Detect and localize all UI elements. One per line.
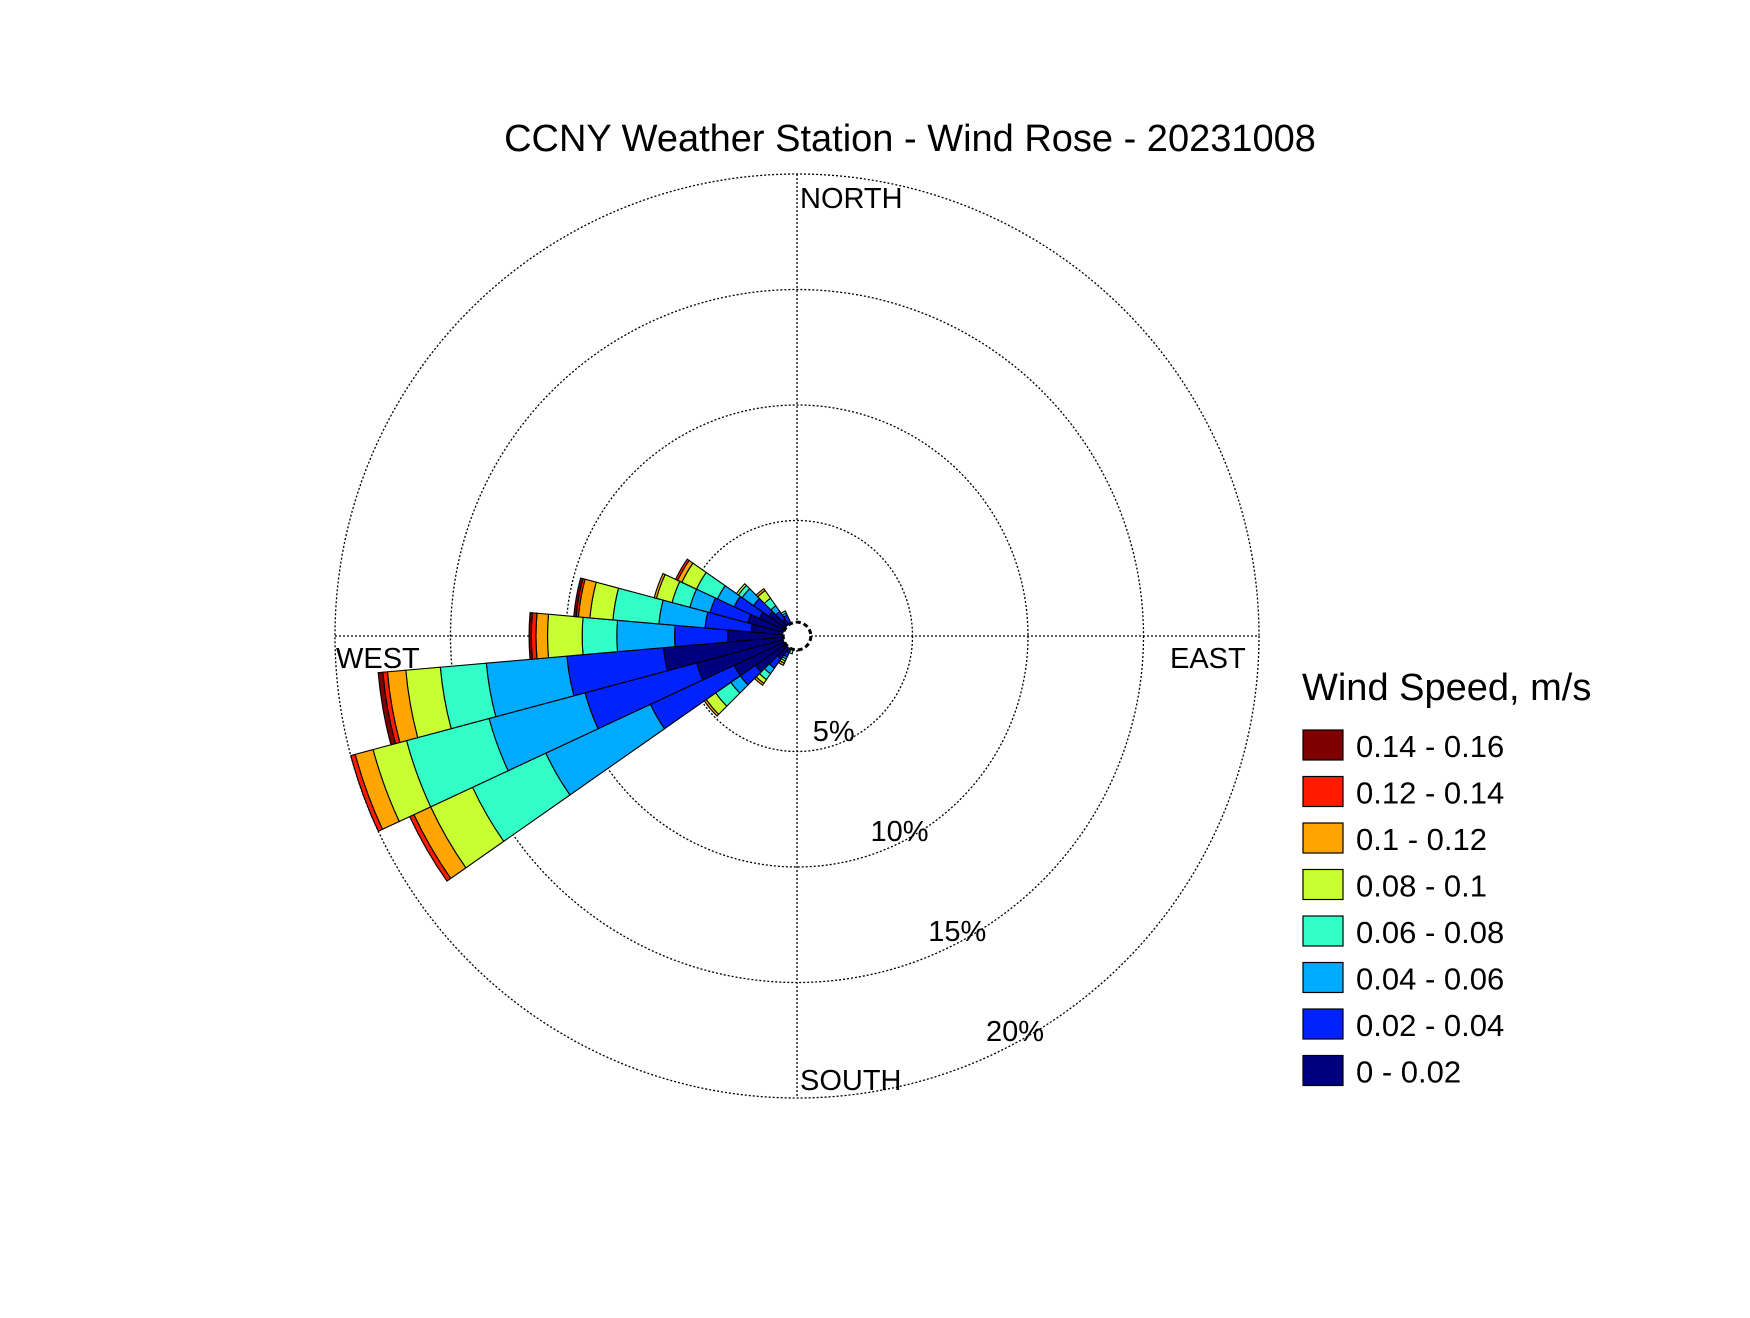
legend-label: 0.1 - 0.12 (1356, 822, 1487, 857)
legend-swatch (1302, 822, 1344, 854)
wedge-layer (350, 558, 813, 882)
wedge-270-bin-7 (528, 612, 533, 660)
legend-swatch (1302, 1054, 1344, 1087)
wedge-270-bin-3 (581, 616, 619, 656)
wedge-270-bin-4 (546, 613, 584, 659)
radial-tick-label: 15% (928, 916, 986, 948)
wedge-250-bin-6 (350, 753, 384, 832)
radial-tick-label: 10% (871, 816, 929, 848)
wedge-260-bin-7 (377, 671, 397, 746)
east-label: EAST (1170, 643, 1246, 675)
legend-label: 0.04 - 0.06 (1356, 962, 1504, 997)
legend-label: 0.14 - 0.16 (1356, 729, 1504, 764)
wedge-270-bin-5 (535, 612, 550, 660)
legend-swatch (1302, 729, 1344, 761)
legend-swatch (1302, 1008, 1344, 1040)
north-label: NORTH (800, 183, 903, 215)
radial-tick-label: 20% (986, 1016, 1044, 1048)
radial-tick-label: 5% (813, 716, 855, 748)
legend-title: Wind Speed, m/s (1302, 667, 1591, 709)
legend-swatch (1302, 961, 1344, 994)
legend-label: 0.06 - 0.08 (1356, 915, 1504, 950)
wedge-310-bin-4 (735, 582, 748, 596)
wedge-320-bin-5 (755, 587, 766, 598)
south-label: SOUTH (800, 1065, 902, 1097)
legend-swatch (1302, 775, 1344, 808)
legend: Wind Speed, m/s 0.14 - 0.16 0.12 - 0.14 0.… (1302, 667, 1591, 1090)
legend-swatch (1302, 868, 1344, 901)
wedge-290-bin-5 (653, 572, 666, 600)
axis-label-layer: NORTH SOUTH EAST WEST (336, 183, 1246, 1097)
legend-label: 0.12 - 0.14 (1356, 776, 1504, 811)
chart-title: CCNY Weather Station - Wind Rose - 20231… (504, 118, 1316, 160)
wedge-300-bin-6 (674, 558, 690, 582)
legend-label: 0.02 - 0.04 (1356, 1008, 1504, 1043)
legend-swatch (1302, 915, 1344, 947)
west-label: WEST (336, 643, 420, 675)
legend-label: 0.08 - 0.1 (1356, 869, 1487, 904)
wedge-330-bin-3 (780, 610, 787, 616)
calm-circle (781, 620, 813, 652)
wedge-280-bin-7 (573, 577, 584, 618)
legend-label: 0 - 0.02 (1356, 1055, 1461, 1090)
